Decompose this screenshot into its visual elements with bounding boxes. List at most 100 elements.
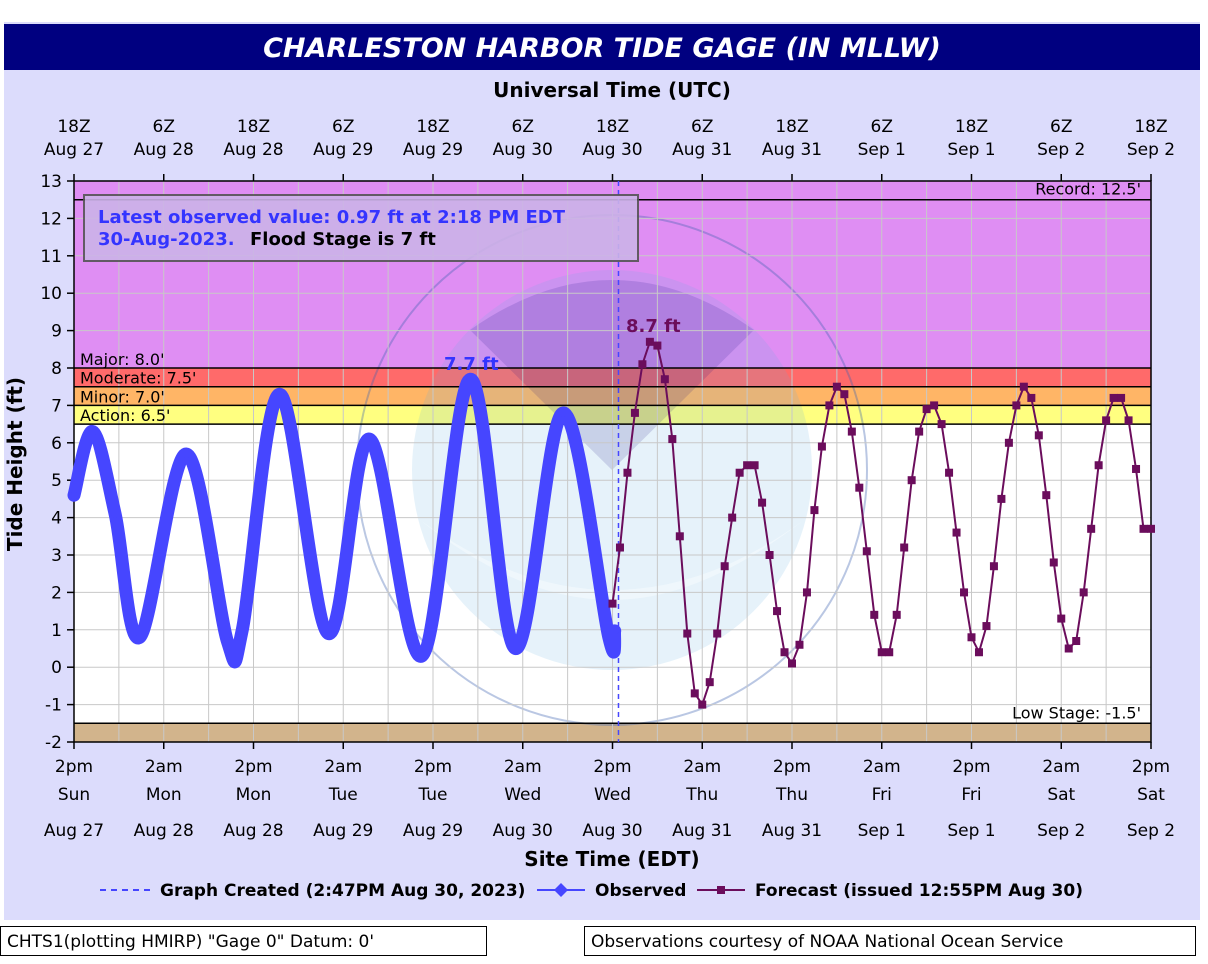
bottom-tick-label-time: 2am	[504, 757, 542, 777]
bottom-tick-label-day: Thu	[685, 785, 718, 805]
forecast-point	[885, 648, 894, 657]
forecast-point	[922, 405, 931, 414]
observed-point	[466, 375, 475, 384]
y-tick-label: 13	[40, 172, 62, 192]
top-tick-label-time: 18Z	[237, 117, 270, 137]
top-tick-label-date: Aug 28	[223, 140, 283, 160]
observed-peak-label: 7.7 ft	[444, 354, 499, 375]
bottom-tick-label-time: 2pm	[952, 757, 990, 777]
legend-observed-marker	[554, 883, 568, 897]
forecast-point	[989, 562, 998, 571]
forecast-point	[1109, 393, 1118, 402]
bottom-axis-ticks: 2pm Sun Aug 27 2am Mon Aug 28 2pm Mon Aug 28 2am T…	[44, 742, 1175, 841]
top-tick-label-time: 6Z	[1050, 117, 1072, 137]
forecast-point	[982, 622, 991, 631]
top-tick-label-time: 6Z	[332, 117, 354, 137]
bottom-tick-label-time: 2pm	[773, 757, 811, 777]
forecast-point	[698, 700, 707, 709]
bottom-tick-label-time: 2pm	[1132, 757, 1170, 777]
bottom-tick-label-day: Mon	[146, 785, 182, 805]
top-tick-label-date: Aug 31	[762, 140, 822, 160]
observed-point	[559, 408, 568, 417]
observed-point	[223, 637, 232, 646]
bottom-tick-label-day: Tue	[417, 785, 447, 805]
forecast-point	[1049, 558, 1058, 567]
forecast-peak-label: 8.7 ft	[626, 316, 681, 337]
y-tick-label: 2	[51, 583, 62, 603]
forecast-point	[915, 427, 924, 436]
forecast-point	[1004, 438, 1013, 447]
bottom-tick-label-day: Fri	[872, 785, 892, 805]
forecast-point	[1057, 614, 1066, 623]
top-tick-label-time: 18Z	[57, 117, 90, 137]
forecast-point	[1072, 637, 1081, 646]
bottom-tick-label-time: 2am	[683, 757, 721, 777]
forecast-point	[825, 401, 834, 410]
forecast-point	[705, 678, 714, 687]
forecast-point	[1147, 524, 1155, 533]
y-tick-label: 5	[51, 471, 62, 491]
forecast-point	[907, 476, 916, 485]
bottom-tick-label-day: Thu	[775, 785, 808, 805]
forecast-point	[660, 375, 669, 384]
bottom-tick-label-date: Aug 31	[672, 821, 732, 841]
bottom-tick-label-day: Wed	[504, 785, 541, 805]
stage-label: Moderate: 7.5'	[80, 369, 196, 388]
observed-point	[610, 626, 619, 635]
observed-point	[511, 644, 520, 653]
forecast-point	[780, 648, 789, 657]
bottom-tick-label-time: 2am	[324, 757, 362, 777]
top-tick-label-time: 6Z	[871, 117, 893, 137]
x-axis-title: Site Time (EDT)	[524, 847, 699, 871]
bottom-tick-label-time: 2am	[145, 757, 183, 777]
bottom-tick-label-time: 2pm	[593, 757, 631, 777]
chart-title: CHARLESTON HARBOR TIDE GAGE (IN MLLW)	[263, 33, 941, 64]
observed-point	[604, 633, 613, 642]
forecast-point	[840, 390, 849, 399]
legend-created-label: Graph Created (2:47PM Aug 30, 2023)	[160, 881, 525, 901]
forecast-point	[728, 513, 737, 522]
forecast-point	[675, 532, 684, 541]
footer-courtesy-box: Observations courtesy of NOAA National O…	[584, 926, 1196, 956]
forecast-point	[802, 588, 811, 597]
forecast-point	[713, 629, 722, 638]
top-tick-label-date: Sep 2	[1037, 140, 1085, 160]
forecast-point	[974, 648, 983, 657]
forecast-point	[1087, 524, 1096, 533]
y-tick-label: 12	[40, 209, 62, 229]
bottom-tick-label-date: Aug 27	[44, 821, 104, 841]
y-tick-label: 7	[51, 396, 62, 416]
forecast-point	[743, 461, 752, 470]
top-axis-label: Universal Time (UTC)	[493, 78, 731, 102]
forecast-point	[847, 427, 856, 436]
forecast-point	[1102, 416, 1111, 425]
bottom-tick-label-date: Sep 1	[947, 821, 995, 841]
stage-lines: Record: 12.5' Major: 8.0'Moderate: 7.5'Mi…	[73, 180, 1152, 743]
footer-courtesy-text: Observations courtesy of NOAA National O…	[591, 932, 1064, 952]
forecast-point	[862, 547, 871, 556]
forecast-point	[795, 640, 804, 649]
top-tick-label-time: 6Z	[512, 117, 534, 137]
top-tick-label-date: Aug 31	[672, 140, 732, 160]
bottom-tick-label-date: Aug 30	[493, 821, 553, 841]
top-tick-label-time: 18Z	[775, 117, 808, 137]
observed-point	[238, 625, 247, 634]
top-tick-label-time: 18Z	[416, 117, 449, 137]
bottom-tick-label-date: Aug 28	[223, 821, 283, 841]
y-tick-label: 11	[40, 247, 62, 267]
forecast-point	[720, 562, 729, 571]
forecast-point	[810, 506, 819, 515]
top-axis-ticks: 18Z Aug 27 6Z Aug 28 18Z Aug 28 6Z Aug 29 18Z Aug…	[44, 117, 1175, 181]
top-tick-label-date: Aug 29	[403, 140, 463, 160]
top-tick-label-date: Sep 2	[1127, 140, 1175, 160]
observed-point	[135, 633, 144, 642]
bottom-tick-label-date: Aug 31	[762, 821, 822, 841]
top-tick-label-date: Sep 1	[947, 140, 995, 160]
forecast-point	[952, 528, 961, 537]
observed-point	[88, 427, 97, 436]
bottom-tick-label-date: Aug 28	[134, 821, 194, 841]
y-axis-title: Tide Height (ft)	[3, 377, 27, 551]
top-tick-label-time: 6Z	[153, 117, 175, 137]
y-tick-label: 6	[51, 434, 62, 454]
